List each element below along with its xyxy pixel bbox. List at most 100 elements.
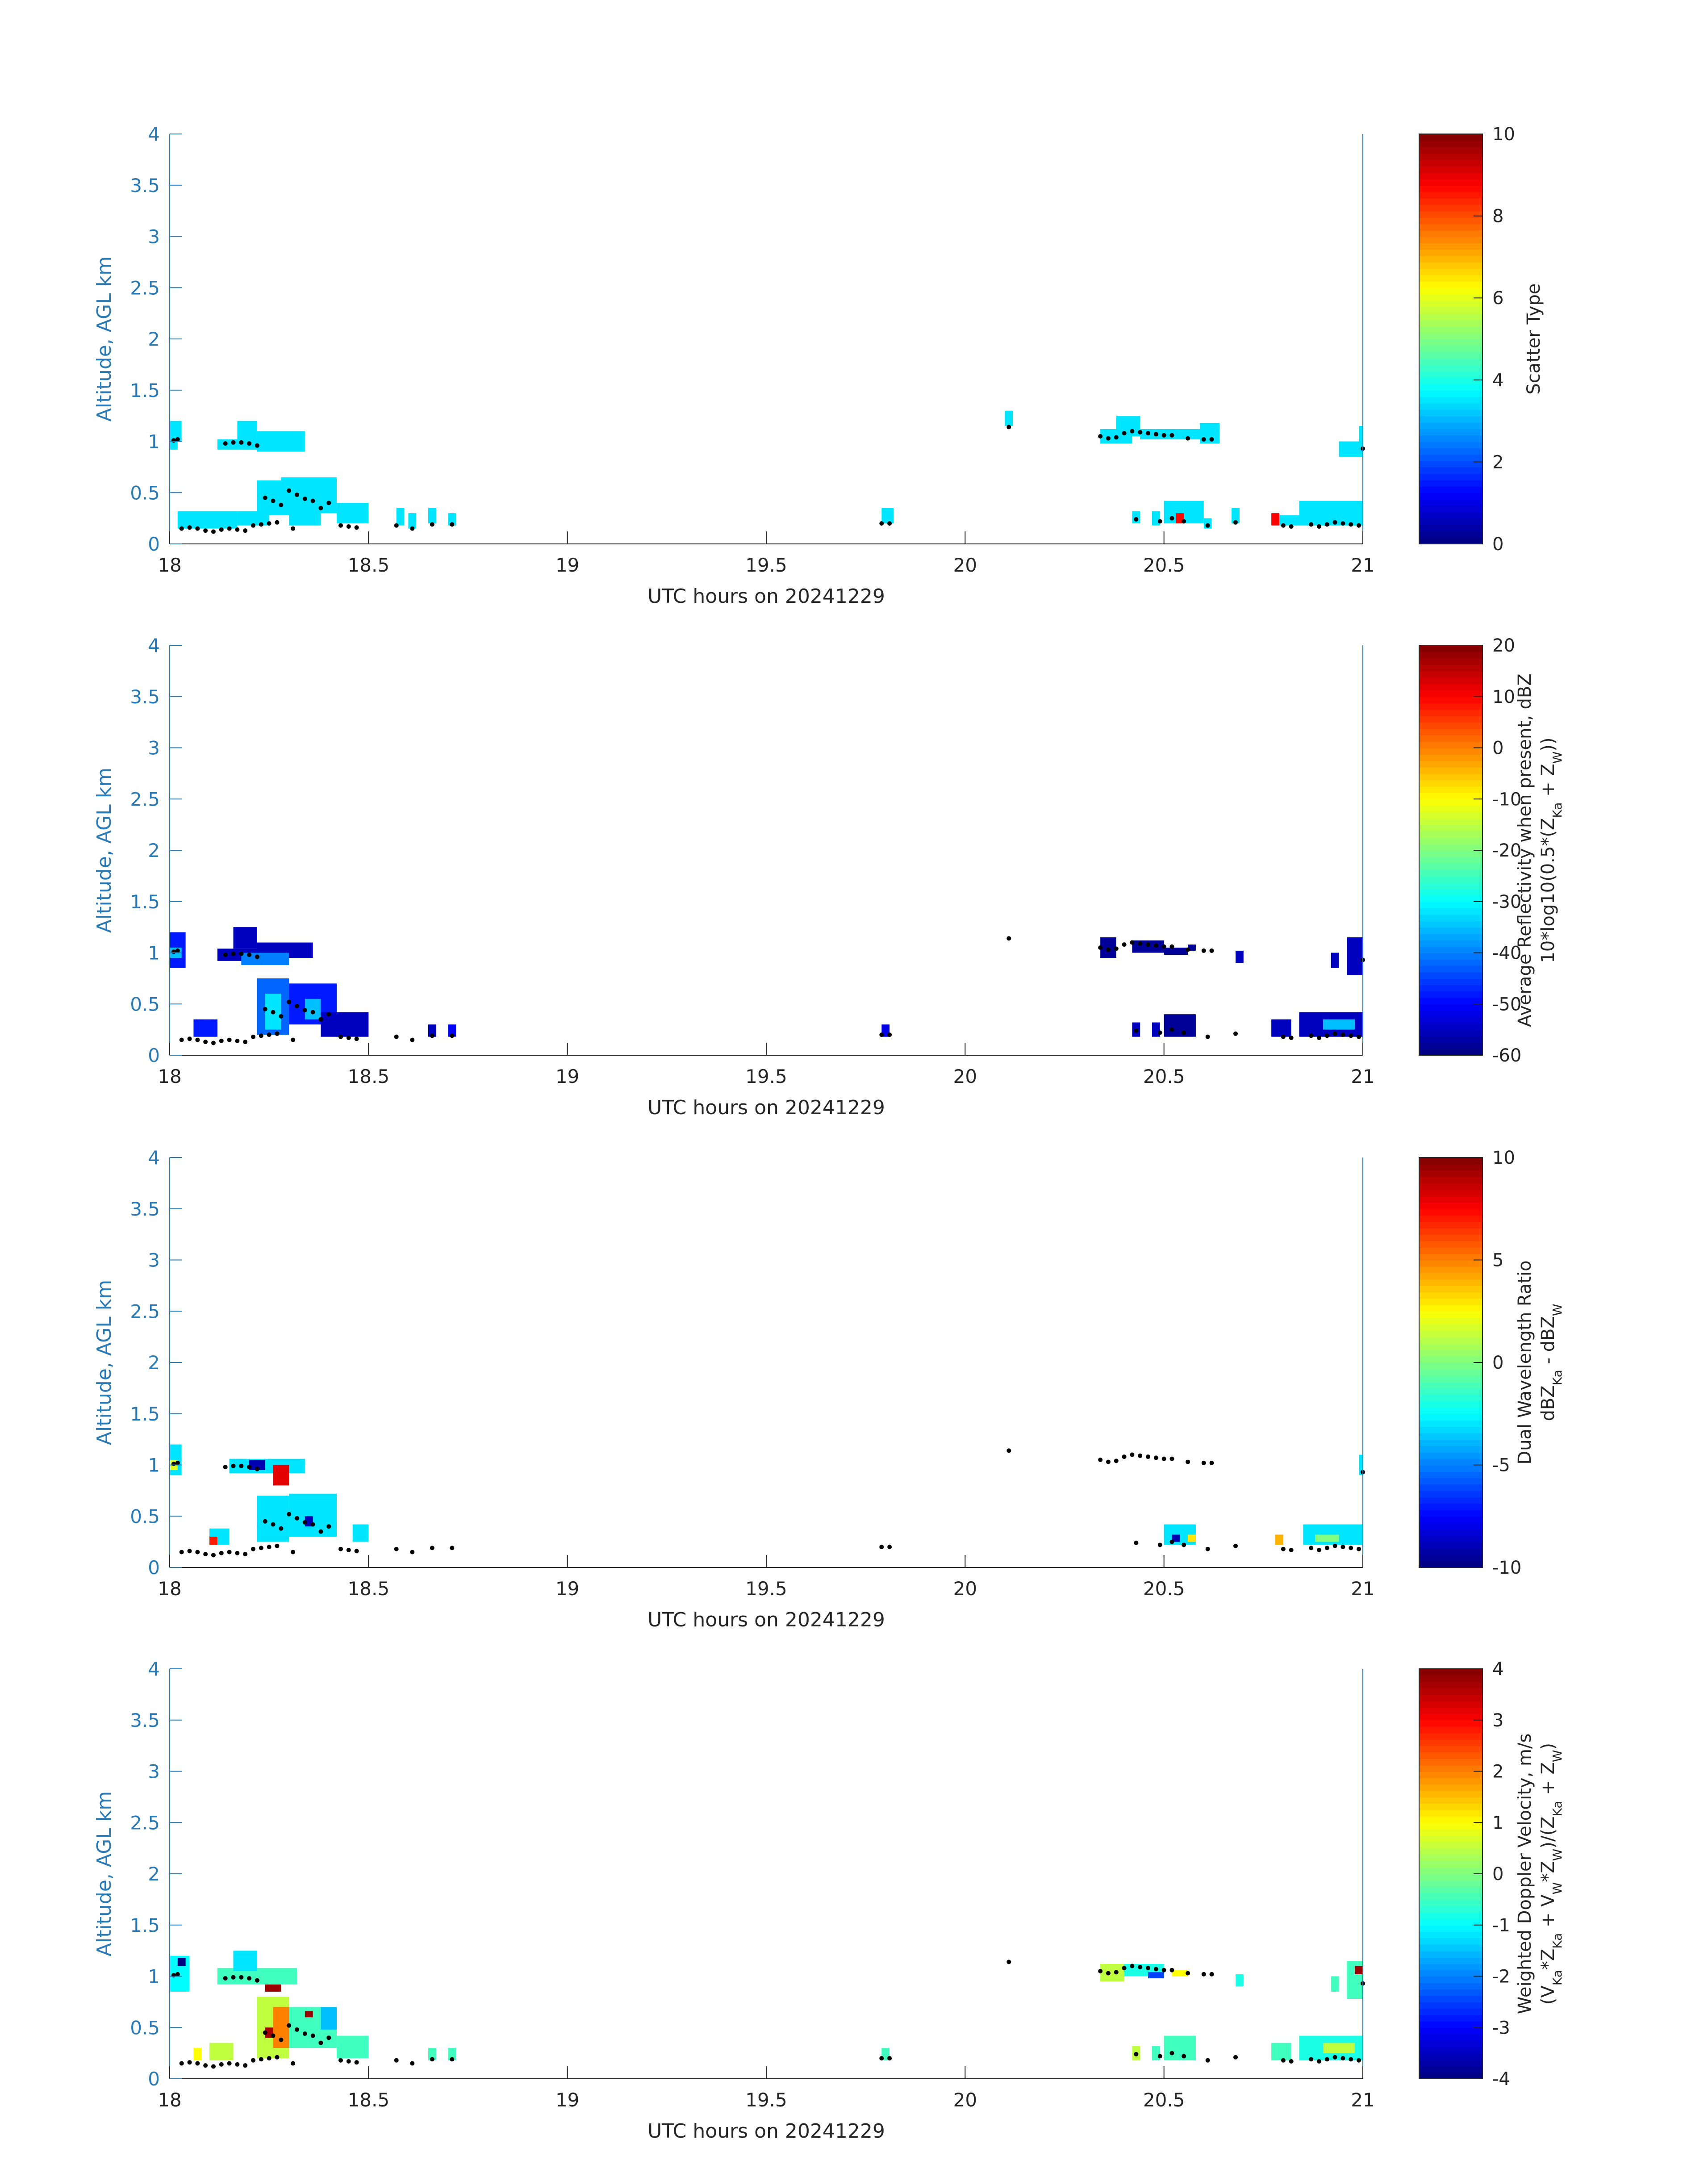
altitude-marker [879, 521, 884, 526]
heatmap-cell [1164, 948, 1188, 955]
altitude-marker [1098, 1458, 1103, 1462]
altitude-marker [271, 1522, 276, 1527]
y-tick-label: 0.5 [130, 2017, 160, 2039]
colorbar-swatch [1419, 1899, 1482, 1906]
altitude-marker [1349, 522, 1353, 527]
altitude-marker [1186, 436, 1190, 441]
colorbar-swatch [1419, 1893, 1482, 1900]
x-tick-label: 19 [555, 554, 579, 576]
colorbar-swatch [1419, 1886, 1482, 1894]
altitude-marker [1138, 941, 1143, 946]
colorbar-swatch [1419, 991, 1482, 998]
altitude-marker [1205, 2058, 1210, 2063]
colorbar-swatch [1419, 537, 1482, 544]
heatmap-cell [321, 2007, 337, 2030]
altitude-marker [1281, 1034, 1286, 1039]
heatmap-cell [408, 513, 417, 529]
colorbar-swatch [1419, 664, 1482, 672]
colorbar-swatch [1419, 172, 1482, 180]
colorbar-swatch [1419, 447, 1482, 455]
colorbar-swatch [1419, 933, 1482, 940]
altitude-marker [171, 949, 176, 954]
colorbar-swatch [1419, 428, 1482, 436]
altitude-marker [227, 2061, 232, 2066]
heatmap-cell [1323, 2043, 1355, 2053]
colorbar-swatch [1419, 1554, 1482, 1562]
altitude-marker [1201, 437, 1206, 442]
altitude-marker [1309, 1546, 1314, 1550]
colorbar-tick-label: -50 [1492, 994, 1521, 1015]
y-tick-label: 3 [148, 737, 160, 759]
colorbar-swatch [1419, 786, 1482, 793]
colorbar-tick-label: -3 [1492, 2018, 1510, 2038]
altitude-marker [263, 1007, 267, 1011]
x-tick-label: 18 [158, 2089, 181, 2111]
altitude-marker [1186, 947, 1190, 952]
colorbar-swatch [1419, 1426, 1482, 1433]
colorbar-swatch [1419, 217, 1482, 224]
colorbar-swatch [1419, 1995, 1482, 2002]
heatmap-cell [209, 2043, 234, 2060]
altitude-marker [1169, 2051, 1174, 2056]
colorbar-swatch [1419, 1848, 1482, 1855]
altitude-marker [1289, 2059, 1294, 2064]
heatmap-cell [1188, 1534, 1196, 1542]
colorbar-tick-label: -1 [1492, 1915, 1510, 1936]
colorbar-swatch [1419, 1183, 1482, 1190]
colorbar-tick-label: 20 [1492, 635, 1515, 656]
altitude-marker [1157, 1542, 1162, 1547]
heatmap-cell [1331, 953, 1339, 968]
altitude-marker [1281, 1546, 1286, 1551]
y-tick-label: 2 [148, 1863, 160, 1885]
altitude-marker [195, 2061, 200, 2066]
altitude-marker [255, 443, 259, 448]
heatmap-cell [1116, 416, 1140, 437]
colorbar-swatch [1419, 1036, 1482, 1043]
altitude-marker [195, 526, 200, 531]
colorbar-swatch [1419, 1918, 1482, 1926]
colorbar-swatch [1419, 1765, 1482, 1772]
colorbar-swatch [1419, 422, 1482, 429]
y-tick-label: 0 [148, 2068, 160, 2090]
altitude-marker [243, 1040, 248, 1045]
colorbar-swatch [1419, 358, 1482, 365]
heatmap-cell [1232, 508, 1240, 524]
colorbar-swatch [1419, 1925, 1482, 1932]
heatmap-cell [428, 2048, 436, 2060]
colorbar-swatch [1419, 1465, 1482, 1472]
colorbar-swatch [1419, 1304, 1482, 1312]
altitude-marker [1341, 2056, 1345, 2061]
altitude-marker [1146, 431, 1151, 436]
colorbar-swatch [1419, 1478, 1482, 1485]
x-tick-label: 19.5 [745, 1578, 787, 1600]
altitude-marker [346, 524, 351, 529]
colorbar-swatch [1419, 741, 1482, 748]
colorbar-swatch [1419, 850, 1482, 857]
altitude-marker [255, 1978, 259, 1983]
altitude-marker [1317, 1035, 1322, 1040]
colorbar-swatch [1419, 1816, 1482, 1823]
colorbar-swatch [1419, 895, 1482, 902]
altitude-marker [1169, 1539, 1174, 1544]
heatmap-cell [289, 508, 321, 526]
colorbar-tick-label: 4 [1492, 370, 1503, 391]
altitude-marker [175, 1460, 180, 1465]
colorbar-swatch [1419, 1215, 1482, 1222]
colorbar-swatch [1419, 818, 1482, 825]
colorbar-swatch [1419, 242, 1482, 250]
altitude-marker [1138, 1964, 1143, 1969]
x-tick-label: 19.5 [745, 554, 787, 576]
colorbar-swatch [1419, 1388, 1482, 1395]
colorbar-label: Weighted Doppler Velocity, m/s [1515, 1734, 1535, 2014]
x-tick-label: 20 [953, 2089, 977, 2111]
altitude-marker [1349, 1033, 1353, 1038]
heatmap-cell [337, 503, 369, 524]
colorbar-swatch [1419, 416, 1482, 423]
colorbar-swatch [1419, 2072, 1482, 2079]
altitude-marker [338, 2058, 343, 2063]
altitude-marker [1169, 516, 1174, 521]
colorbar-swatch [1419, 1822, 1482, 1830]
altitude-marker [1349, 2057, 1353, 2062]
x-axis-label: UTC hours on 20241229 [647, 1096, 885, 1119]
